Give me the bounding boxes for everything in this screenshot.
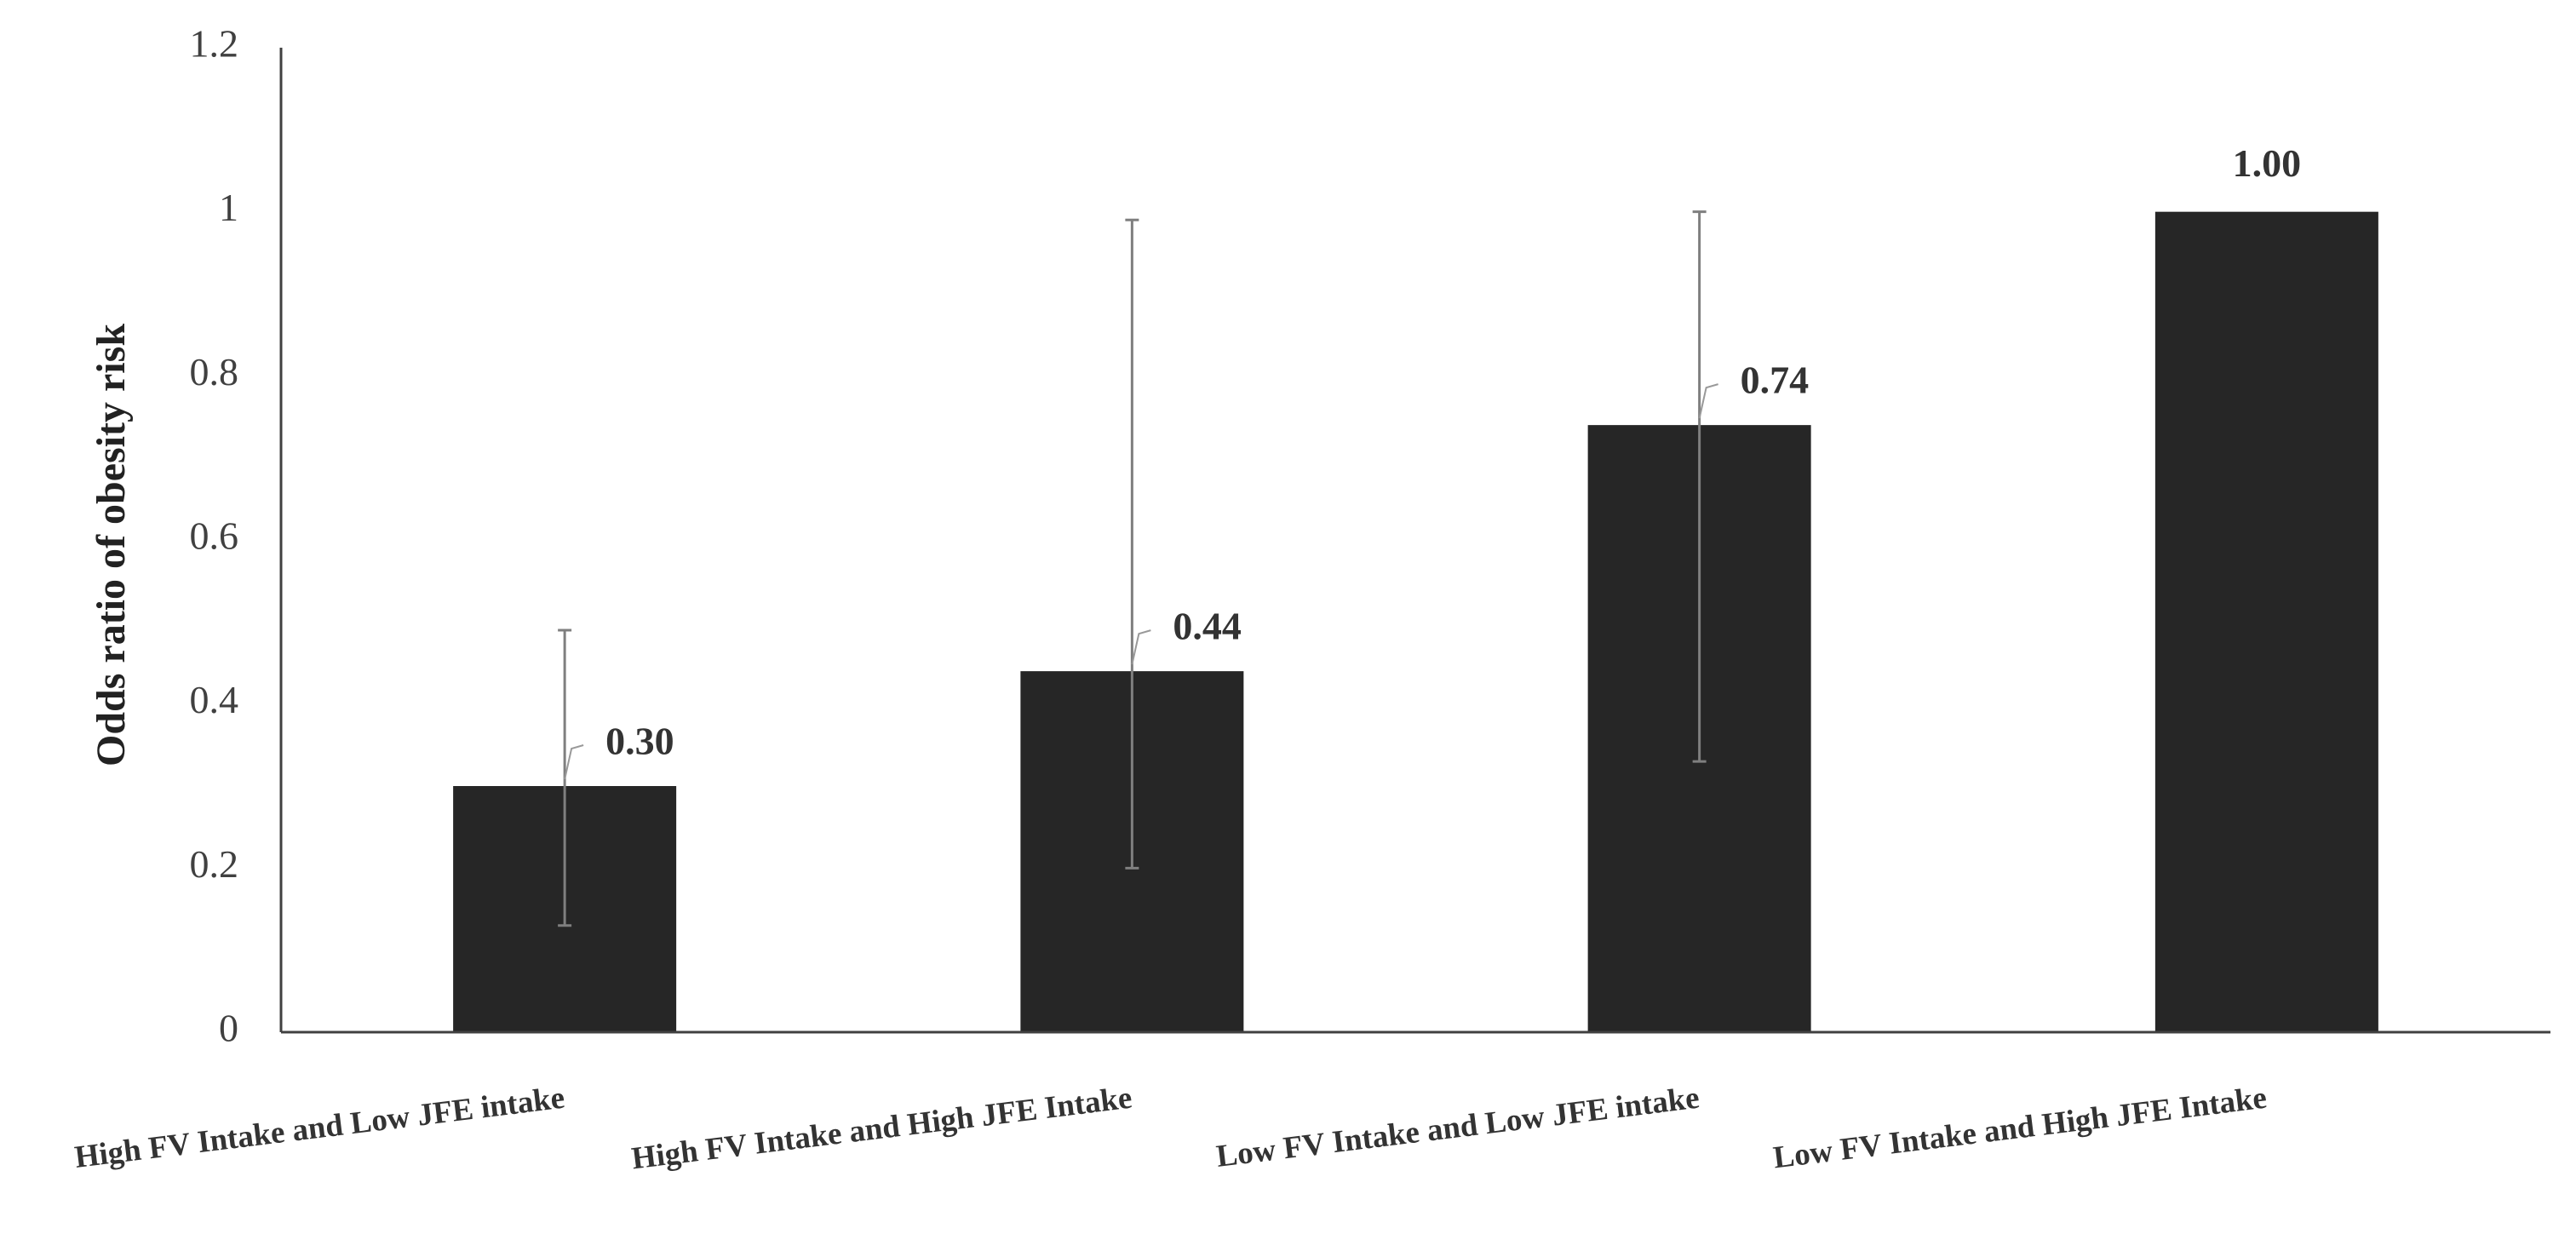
label-leader <box>564 744 584 780</box>
y-tick-label: 0.6 <box>190 514 239 558</box>
value-label: 0.30 <box>605 720 674 763</box>
value-label: 0.74 <box>1741 359 1810 402</box>
y-tick-label: 1 <box>219 186 238 229</box>
value-label: 0.44 <box>1173 605 1242 648</box>
x-tick-label: Low FV Intake and High JFE Intake <box>1771 1081 2269 1176</box>
label-leader <box>1698 383 1718 419</box>
bar <box>2154 211 2378 1032</box>
y-tick-label: 0.2 <box>190 842 239 886</box>
y-tick-label: 1.2 <box>190 22 239 66</box>
y-tick-label: 0 <box>219 1007 238 1050</box>
x-tick-label: High FV Intake and Low JFE intake <box>72 1081 566 1175</box>
y-axis-label: Odds ratio of obesity risk <box>89 324 134 766</box>
y-tick-label: 0.4 <box>190 678 239 721</box>
x-tick-label: High FV Intake and High JFE Intake <box>629 1081 1133 1177</box>
y-tick-label: 0.8 <box>190 350 239 393</box>
value-label: 1.00 <box>2233 141 2302 185</box>
x-tick-label: Low FV Intake and Low JFE intake <box>1214 1081 1701 1174</box>
label-leader <box>1131 629 1151 665</box>
